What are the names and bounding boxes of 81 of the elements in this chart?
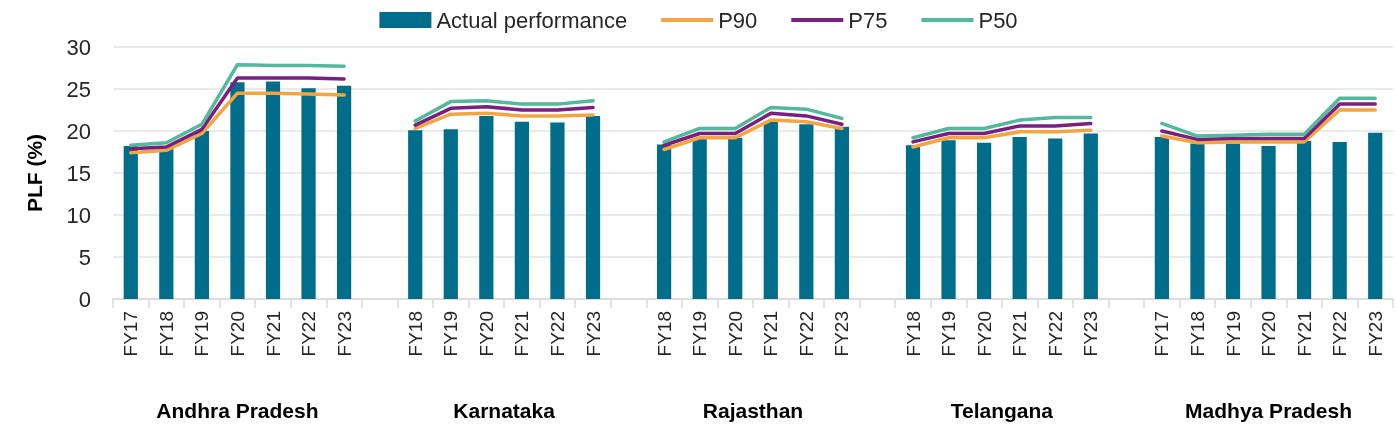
bar (834, 126, 849, 299)
x-tick-label: FY18 (404, 311, 426, 357)
legend-label: P50 (978, 7, 1018, 33)
x-tick-label: FY22 (795, 311, 817, 357)
y-tick-label: 30 (66, 34, 91, 60)
x-tick-label: FY19 (689, 311, 711, 357)
x-tick-label: FY22 (298, 311, 320, 357)
bar (123, 146, 138, 299)
x-tick-label: FY21 (1009, 311, 1031, 357)
bar (585, 115, 601, 299)
text: Rajasthan (702, 398, 804, 422)
x-tick-label: FY22 (1329, 311, 1351, 357)
bar (977, 142, 992, 299)
y-tick-label: 5 (78, 244, 91, 270)
bar (479, 115, 494, 299)
bar (230, 82, 245, 299)
x-tick-label: FY21 (262, 311, 284, 357)
y-axis-title: PLF (%) (23, 133, 46, 213)
x-tick-label: FY23 (1364, 311, 1386, 357)
bar (799, 124, 814, 299)
x-tick-label: FY23 (831, 311, 853, 357)
bar (905, 145, 921, 299)
bar (1225, 143, 1241, 299)
legend-label: P75 (848, 7, 888, 33)
bar (301, 88, 316, 299)
x-tick-label: FY22 (546, 311, 568, 357)
x-tick-label: FY17 (120, 311, 142, 357)
bar (159, 148, 174, 299)
bar (1154, 136, 1169, 299)
bar (1368, 132, 1383, 299)
bar (443, 129, 458, 299)
x-tick-label: FY22 (1044, 311, 1066, 357)
x-tick-label: FY19 (938, 311, 960, 357)
text: Andhra Pradesh (156, 398, 319, 422)
bar (1012, 136, 1027, 299)
y-tick-label: 10 (66, 202, 91, 228)
x-tick-label: FY20 (475, 311, 497, 357)
bar (194, 131, 209, 299)
text: Karnataka (453, 398, 556, 422)
bar (1332, 141, 1347, 299)
text: Madhya Pradesh (1185, 398, 1353, 422)
bar (657, 144, 672, 299)
x-tick-label: FY21 (760, 311, 782, 357)
bar (941, 140, 956, 299)
x-tick-label: FY18 (1186, 311, 1208, 357)
bar (265, 81, 281, 299)
x-tick-label: FY18 (155, 311, 177, 357)
x-tick-label: FY20 (226, 311, 248, 357)
y-tick-label: 25 (66, 76, 91, 102)
text: Telangana (950, 398, 1054, 422)
bar (1048, 138, 1063, 299)
x-tick-label: FY21 (1293, 311, 1315, 357)
y-tick-label: 15 (66, 160, 91, 186)
bar (408, 130, 423, 299)
bar (1261, 146, 1276, 299)
x-tick-label: FY18 (653, 311, 675, 357)
x-tick-label: FY23 (333, 311, 355, 357)
x-tick-label: FY21 (511, 311, 533, 357)
bar (692, 138, 707, 299)
bar (728, 137, 743, 299)
bar (763, 121, 778, 299)
x-tick-label: FY20 (724, 311, 746, 357)
legend-label: Actual performance (436, 7, 628, 33)
x-tick-label: FY19 (1222, 311, 1244, 357)
x-tick-label: FY18 (902, 311, 924, 357)
legend-label: P90 (718, 7, 758, 33)
bar (550, 122, 565, 299)
x-tick-label: FY19 (191, 311, 213, 357)
bar (514, 121, 529, 299)
y-tick-label: 0 (78, 286, 91, 312)
x-tick-label: FY17 (1151, 311, 1173, 357)
x-tick-label: FY19 (440, 311, 462, 357)
y-tick-label: 20 (66, 118, 91, 144)
x-tick-label: FY23 (1080, 311, 1102, 357)
bar (1190, 143, 1205, 299)
x-tick-label: FY20 (973, 311, 995, 357)
x-tick-label: FY20 (1258, 311, 1280, 357)
bar (1083, 133, 1098, 299)
bar (337, 85, 352, 299)
bar (1297, 141, 1312, 299)
x-tick-label: FY23 (582, 311, 604, 357)
